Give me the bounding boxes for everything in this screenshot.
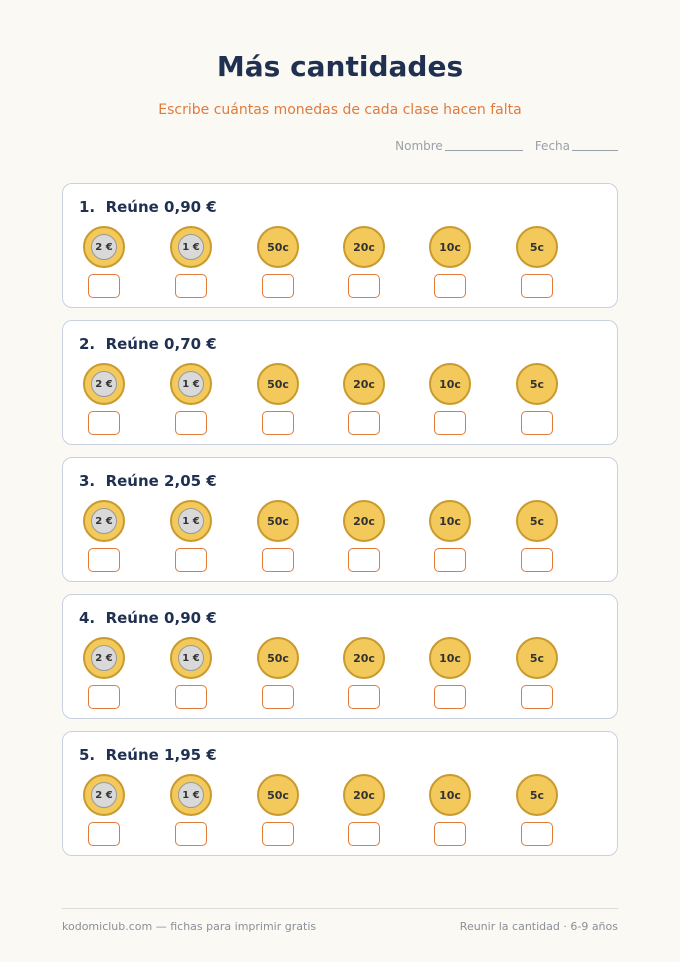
coin-label: 1 € <box>178 645 204 671</box>
coin-label: 2 € <box>91 234 117 260</box>
coin: 5c <box>516 774 558 816</box>
answer-box <box>434 822 466 846</box>
coin: 1 € <box>170 637 212 679</box>
coin: 10c <box>429 226 471 268</box>
exercise-title: 5. Reúne 1,95 € <box>79 746 217 764</box>
answer-box <box>348 274 380 298</box>
answer-box <box>175 548 207 572</box>
coin: 2 € <box>83 637 125 679</box>
coin: 1 € <box>170 500 212 542</box>
exercise-card: 3. Reúne 2,05 € 2 € 1 € 50c 20c 10c 5c <box>62 457 618 582</box>
coin: 50c <box>257 500 299 542</box>
answer-box <box>262 548 294 572</box>
answer-box <box>521 685 553 709</box>
coin: 50c <box>257 226 299 268</box>
exercise-title: 2. Reúne 0,70 € <box>79 335 217 353</box>
coin: 5c <box>516 363 558 405</box>
coin-label: 2 € <box>91 782 117 808</box>
footer-rule <box>62 908 618 909</box>
answer-box <box>175 411 207 435</box>
coin-label: 2 € <box>91 508 117 534</box>
exercise-card: 4. Reúne 0,90 € 2 € 1 € 50c 20c 10c 5c <box>62 594 618 719</box>
answer-box <box>521 274 553 298</box>
coin: 20c <box>343 363 385 405</box>
coin: 20c <box>343 226 385 268</box>
coin: 1 € <box>170 363 212 405</box>
answer-box <box>88 411 120 435</box>
coin-label: 1 € <box>178 234 204 260</box>
answer-box <box>348 548 380 572</box>
answer-box <box>262 411 294 435</box>
exercise-title: 3. Reúne 2,05 € <box>79 472 217 490</box>
answer-box <box>348 822 380 846</box>
coin: 20c <box>343 500 385 542</box>
coin: 20c <box>343 774 385 816</box>
coin-label: 1 € <box>178 508 204 534</box>
coin: 5c <box>516 637 558 679</box>
answer-box <box>434 411 466 435</box>
date-label: Fecha <box>534 139 570 153</box>
coin: 10c <box>429 500 471 542</box>
coin: 2 € <box>83 363 125 405</box>
coin: 20c <box>343 637 385 679</box>
coin: 1 € <box>170 226 212 268</box>
subtitle: Escribe cuántas monedas de cada clase ha… <box>158 102 522 118</box>
coin-label: 2 € <box>91 371 117 397</box>
answer-box <box>88 548 120 572</box>
coin-label: 2 € <box>91 645 117 671</box>
coin-label: 1 € <box>178 782 204 808</box>
answer-box <box>521 822 553 846</box>
answer-box <box>88 274 120 298</box>
answer-box <box>262 274 294 298</box>
exercise-card: 5. Reúne 1,95 € 2 € 1 € 50c 20c 10c 5c <box>62 731 618 856</box>
exercise-title: 1. Reúne 0,90 € <box>79 198 217 216</box>
answer-box <box>434 685 466 709</box>
footer-right: Reunir la cantidad · 6-9 años <box>459 920 618 933</box>
coin: 50c <box>257 774 299 816</box>
coin: 2 € <box>83 500 125 542</box>
answer-box <box>175 822 207 846</box>
answer-box <box>348 411 380 435</box>
title: Más cantidades <box>216 50 464 83</box>
coin: 2 € <box>83 226 125 268</box>
coin: 10c <box>429 363 471 405</box>
answer-box <box>521 411 553 435</box>
exercise-card: 2. Reúne 0,70 € 2 € 1 € 50c 20c 10c 5c <box>62 320 618 445</box>
footer-left: kodomiclub.com — fichas para imprimir gr… <box>62 920 317 933</box>
coin: 10c <box>429 774 471 816</box>
coin: 5c <box>516 226 558 268</box>
coin: 2 € <box>83 774 125 816</box>
name-date: Nombre Fecha <box>395 139 618 153</box>
coin: 50c <box>257 637 299 679</box>
answer-box <box>88 822 120 846</box>
answer-box <box>434 548 466 572</box>
coin: 10c <box>429 637 471 679</box>
answer-box <box>175 274 207 298</box>
answer-box <box>262 685 294 709</box>
answer-box <box>348 685 380 709</box>
answer-box <box>175 685 207 709</box>
answer-box <box>521 548 553 572</box>
answer-box <box>434 274 466 298</box>
exercise-card: 1. Reúne 0,90 € 2 € 1 € 50c 20c 10c 5c <box>62 183 618 308</box>
coin: 5c <box>516 500 558 542</box>
answer-box <box>88 685 120 709</box>
exercise-title: 4. Reúne 0,90 € <box>79 609 217 627</box>
coin-label: 1 € <box>178 371 204 397</box>
name-label: Nombre <box>395 139 443 153</box>
answer-box <box>262 822 294 846</box>
coin: 1 € <box>170 774 212 816</box>
coin: 50c <box>257 363 299 405</box>
